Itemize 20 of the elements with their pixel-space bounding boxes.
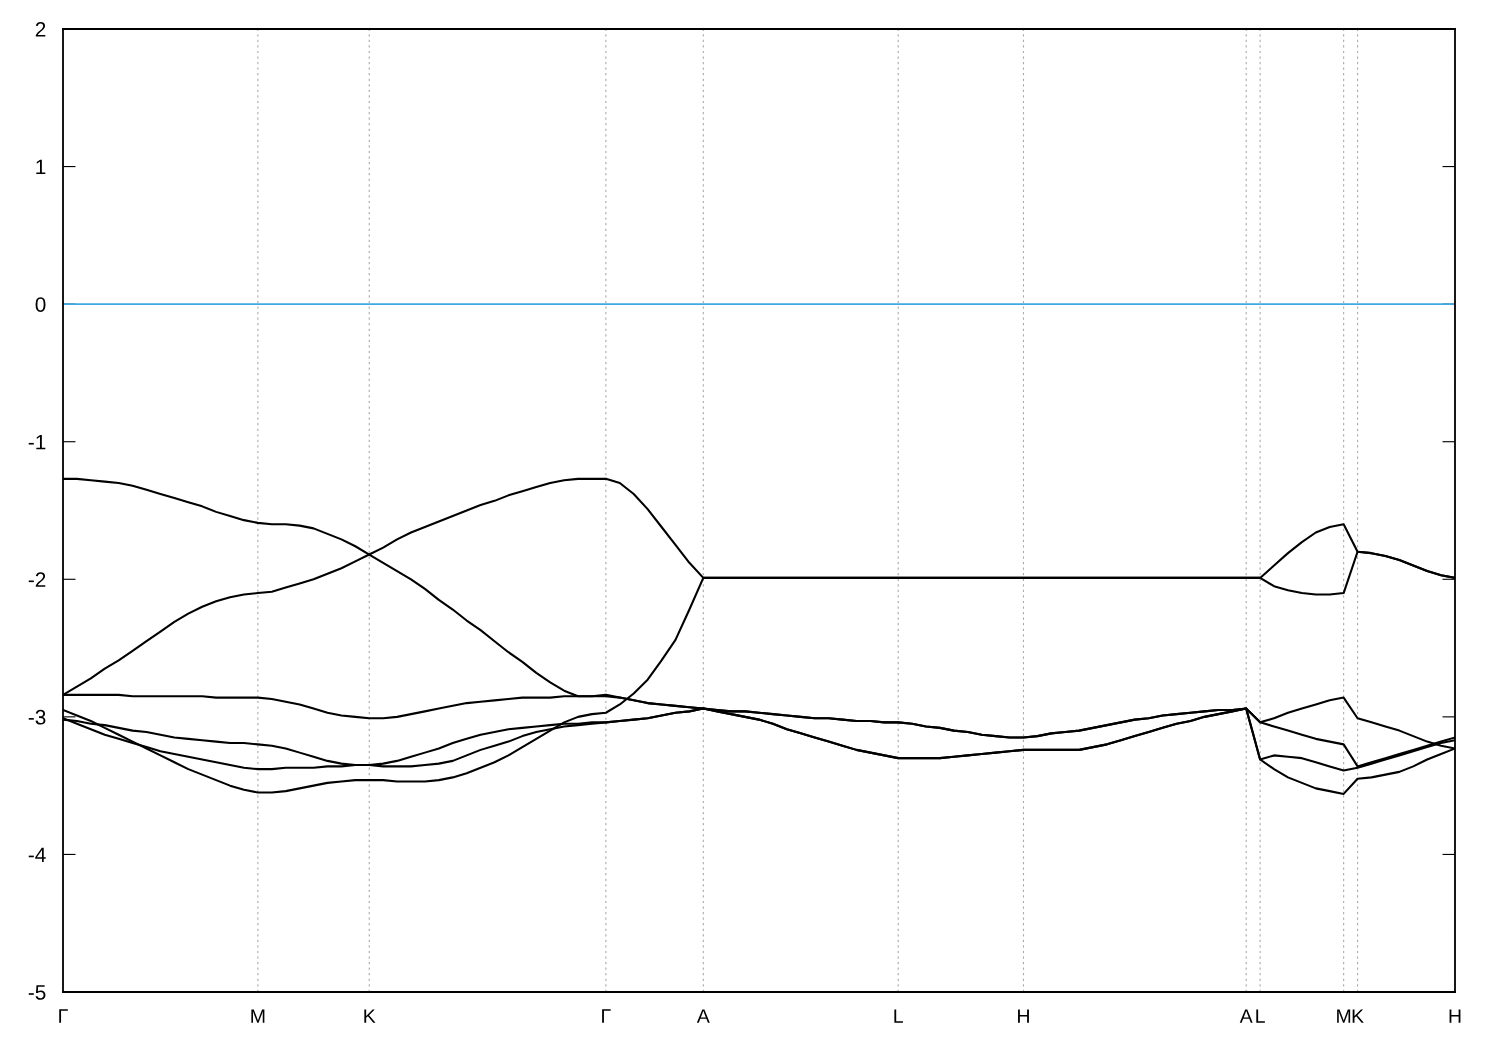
x-tick-label: L [1256,1009,1265,1023]
y-tick-label: 2 [35,22,46,37]
x-tick-label: M [1337,1009,1351,1023]
y-tick-label: -1 [28,434,46,450]
x-tick-label: Γ [602,1009,611,1023]
y-tick-label: -2 [28,572,46,587]
x-tick-label: Γ [59,1009,68,1023]
x-tick-label: M [251,1009,265,1023]
y-tick-label: 1 [36,159,46,175]
x-tick-label: H [1449,1009,1461,1023]
x-tick-label: H [1018,1009,1029,1023]
x-tick-label: K [1352,1009,1364,1023]
x-tick-label: K [364,1009,376,1023]
y-tick-label: -3 [28,709,46,725]
x-tick-label: A [1239,1009,1253,1023]
y-tick-label: 0 [35,297,46,312]
y-tick-label: -4 [28,847,46,862]
x-tick-label: A [696,1009,710,1023]
x-tick-label: L [894,1009,903,1023]
y-tick-label: -5 [28,985,46,1000]
